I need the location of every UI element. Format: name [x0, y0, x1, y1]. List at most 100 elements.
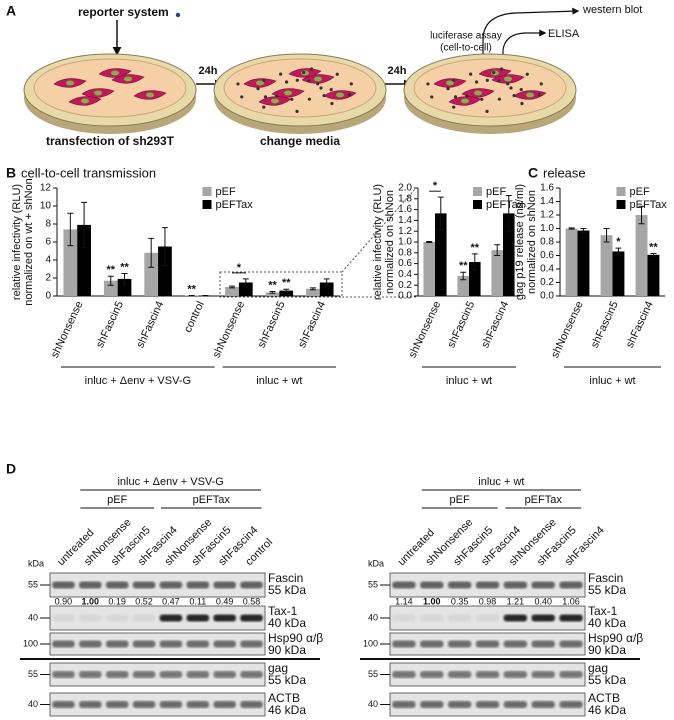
band — [531, 701, 555, 708]
row-size: 55 kDa — [268, 583, 306, 597]
error-bar — [242, 278, 249, 287]
nucleus — [66, 80, 74, 86]
error-bar — [67, 212, 74, 247]
quantification: 0.52 — [135, 596, 153, 606]
y-tick-label: 0 — [45, 291, 51, 302]
x-tick-label: shFascin5 — [94, 299, 126, 350]
bar — [117, 278, 132, 296]
group-label: pEF — [107, 494, 127, 506]
y-tick-label: 12 — [40, 183, 52, 194]
band — [186, 671, 210, 678]
significance: ** — [649, 241, 658, 253]
error-bar — [494, 244, 501, 256]
error-bar — [309, 287, 316, 291]
band — [475, 701, 500, 708]
error-bar — [107, 275, 114, 286]
nucleus — [124, 76, 132, 82]
particle — [519, 87, 523, 92]
quantification: 1.21 — [507, 596, 525, 606]
particle — [256, 87, 260, 91]
band — [475, 671, 500, 678]
band — [475, 614, 500, 622]
x-tick-label: shFascin4 — [479, 299, 511, 350]
band — [240, 701, 263, 708]
band — [447, 671, 472, 678]
particle — [295, 109, 299, 113]
particle — [322, 93, 326, 98]
band — [503, 640, 528, 648]
error-bar — [505, 195, 512, 232]
significance: ** — [282, 277, 291, 289]
error-bar — [638, 205, 645, 225]
error-bar — [603, 228, 610, 243]
band — [159, 671, 183, 678]
band — [392, 671, 416, 678]
particle — [509, 86, 513, 90]
band — [132, 701, 156, 708]
y-axis-label: normalized on shNon — [384, 190, 396, 294]
y-axis-label: relative infectivity (RLU) — [372, 184, 384, 300]
legend-label: pEF — [216, 186, 236, 198]
particle — [497, 79, 501, 83]
unit-label: kDa — [368, 558, 384, 568]
band — [531, 581, 555, 589]
legend-swatch — [473, 187, 482, 196]
band — [213, 581, 236, 589]
y-tick-label: 1.2 — [398, 226, 412, 237]
x-tick-label: shFascin5 — [256, 299, 288, 350]
marker-label: 100 — [363, 638, 378, 648]
y-tick-label: 0.6 — [398, 258, 412, 269]
marker-label: 40 — [28, 612, 38, 622]
row-name: gag — [588, 661, 608, 675]
bar — [158, 246, 172, 296]
quantification: 0.98 — [479, 596, 497, 606]
band — [186, 701, 210, 708]
row-name: ACTB — [268, 691, 300, 705]
particle — [316, 82, 320, 86]
error-bar — [323, 278, 330, 287]
particle — [295, 78, 299, 82]
particle — [452, 105, 456, 109]
x-tick-label: shNonsense — [407, 299, 444, 359]
error-bar — [460, 271, 467, 281]
particle — [497, 97, 502, 101]
band — [132, 640, 156, 648]
band — [531, 671, 555, 678]
bar — [265, 292, 280, 296]
particle — [302, 70, 306, 75]
bar — [612, 251, 625, 296]
bar — [635, 215, 648, 296]
group-label: pEFTax — [525, 494, 563, 506]
y-tick-label: 10 — [40, 201, 52, 212]
significance: * — [433, 180, 438, 192]
arrow — [482, 7, 580, 72]
particle — [330, 101, 334, 106]
y-axis-label: normalized on shNon — [526, 190, 538, 294]
error-bar — [650, 252, 657, 257]
interval-label: 24h — [199, 65, 218, 77]
band — [503, 701, 528, 708]
particle — [446, 87, 450, 91]
x-tick-label: shFascin4 — [134, 299, 166, 350]
y-axis-label: relative infectivity (RLU) — [11, 184, 23, 300]
band — [186, 640, 210, 648]
row-name: Hsp90 α/β — [268, 631, 323, 645]
bar — [238, 282, 253, 296]
error-bar — [615, 247, 622, 256]
y-tick-label: 0.2 — [398, 280, 412, 291]
y-tick-label: 0.0 — [398, 291, 412, 302]
y-tick-label: 1.6 — [398, 204, 412, 215]
band — [159, 581, 183, 589]
band — [132, 581, 156, 589]
nucleus — [526, 92, 534, 98]
marker-label: 40 — [28, 699, 38, 709]
nucleus — [336, 92, 344, 98]
band — [105, 614, 129, 622]
particle — [480, 97, 484, 101]
row-name: ACTB — [588, 691, 620, 705]
y-tick-label: 0.8 — [398, 247, 412, 258]
band — [105, 671, 129, 678]
reporter-label: reporter system — [78, 5, 169, 19]
band — [475, 640, 500, 648]
